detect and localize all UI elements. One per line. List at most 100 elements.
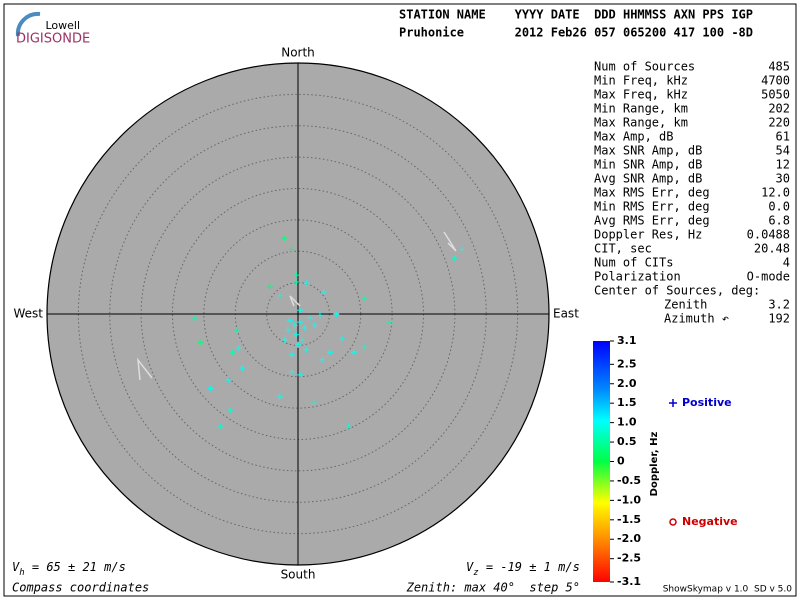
colorbar-tick-label: 1.5 bbox=[617, 396, 637, 409]
colorbar-tick-label: -1.5 bbox=[617, 513, 641, 526]
stat-label: Max Freq, kHz bbox=[594, 88, 688, 102]
stat-label: Avg SNR Amp, dB bbox=[594, 172, 702, 186]
header-line: STATION NAME YYYY DATE DDD HHMMSS AXN PP… bbox=[399, 8, 753, 22]
stat-value: 30 bbox=[776, 172, 790, 186]
stat-label: Min SNR Amp, dB bbox=[594, 158, 702, 172]
source-point bbox=[345, 422, 352, 429]
source-point bbox=[281, 336, 288, 343]
colorbar: 3.1 2.5 2.0 1.5 1.0 0.5 0 -0.5 -1.0 -1.5 -2.0 -2.5 -… bbox=[593, 334, 738, 588]
stat-label: Avg RMS Err, deg bbox=[594, 214, 710, 228]
direction-label: South bbox=[281, 568, 316, 582]
source-point bbox=[234, 327, 241, 334]
stat-label: Doppler Res, Hz bbox=[594, 228, 702, 242]
direction-label: East bbox=[553, 307, 579, 321]
stat-label: Zenith bbox=[664, 298, 707, 312]
source-point bbox=[296, 371, 303, 378]
source-point bbox=[288, 351, 295, 358]
velocity-part: = -19 ± 1 m/s bbox=[479, 560, 580, 574]
velocity-arrow bbox=[443, 231, 457, 252]
velocity-part: V bbox=[466, 560, 474, 574]
stat-label: Azimuth ↶ bbox=[664, 312, 729, 326]
stat-value: 485 bbox=[768, 60, 790, 74]
colorbar-tick-label: -2.0 bbox=[617, 532, 641, 545]
footer: Vh = 65 ± 21 m/s Vz = -19 ± 1 m/sCompass … bbox=[12, 560, 792, 595]
source-point bbox=[286, 317, 293, 324]
colorbar-tick-label: -1.0 bbox=[617, 493, 641, 506]
source-point bbox=[291, 322, 298, 329]
source-point bbox=[288, 246, 295, 253]
source-point bbox=[320, 289, 327, 296]
stat-label: Max RMS Err, deg bbox=[594, 186, 710, 200]
colorbar-label: Doppler, Hz bbox=[649, 432, 660, 497]
source-point bbox=[225, 376, 232, 383]
velocity-part: z bbox=[473, 568, 478, 578]
source-point bbox=[281, 235, 288, 242]
source-point bbox=[229, 349, 236, 356]
legend-marker bbox=[669, 399, 677, 407]
source-point bbox=[207, 385, 214, 392]
source-point bbox=[318, 356, 325, 363]
colorbar-tick-label: 3.1 bbox=[617, 334, 637, 347]
direction-label: West bbox=[13, 307, 43, 321]
source-point bbox=[192, 316, 199, 323]
source-point bbox=[266, 284, 273, 291]
stat-label: Min Freq, kHz bbox=[594, 74, 688, 88]
velocity-part: V bbox=[12, 560, 20, 574]
stat-value: 0.0488 bbox=[747, 228, 790, 242]
stat-value: 3.2 bbox=[768, 298, 790, 312]
stat-value: 61 bbox=[776, 130, 790, 144]
source-point bbox=[236, 344, 243, 351]
colorbar-tick-label: 2.5 bbox=[617, 357, 637, 370]
source-point bbox=[360, 295, 367, 302]
stats-table: Num of Sources 485 Min Freq, kHz 4700 Max Fr… bbox=[594, 60, 790, 326]
footer-text: Compass coordinates bbox=[12, 581, 149, 595]
logo-arc bbox=[15, 11, 41, 37]
stat-value: 4 bbox=[783, 256, 790, 270]
source-point bbox=[239, 364, 246, 371]
colorbar-tick-label: 0 bbox=[617, 455, 625, 468]
stat-label: Max Range, km bbox=[594, 116, 688, 130]
stat-label: Center of Sources, deg: bbox=[594, 284, 760, 298]
source-point bbox=[293, 331, 300, 338]
source-point bbox=[197, 339, 204, 346]
stat-label: Polarization bbox=[594, 270, 681, 284]
logo-bottom: DIGISONDE bbox=[16, 32, 90, 47]
source-point bbox=[288, 368, 295, 375]
legend-entry: Positive bbox=[682, 396, 732, 409]
colorbar-tick-label: 0.5 bbox=[617, 435, 637, 448]
source-point bbox=[311, 322, 318, 329]
source-point bbox=[310, 400, 317, 407]
source-point bbox=[276, 292, 283, 299]
colorbar-tick-label: -0.5 bbox=[617, 474, 641, 487]
velocity-text: Vz = -19 ± 1 m/s bbox=[466, 560, 580, 578]
colorbar-tick-label: -3.1 bbox=[617, 575, 641, 588]
stat-value: 220 bbox=[768, 116, 790, 130]
colorbar-tick-label: 1.0 bbox=[617, 416, 637, 429]
source-point bbox=[451, 255, 458, 262]
source-point bbox=[227, 407, 234, 414]
stat-value: 4700 bbox=[761, 74, 790, 88]
legend-entry: Negative bbox=[682, 515, 738, 528]
stat-label: Num of CITs bbox=[594, 256, 673, 270]
source-point bbox=[306, 314, 313, 321]
source-point bbox=[295, 341, 301, 348]
colorbar-bar bbox=[593, 341, 610, 582]
velocity-arrow bbox=[136, 357, 153, 381]
source-point bbox=[303, 280, 310, 287]
stat-label: Num of Sources bbox=[594, 60, 695, 74]
source-point bbox=[360, 344, 367, 351]
legend-marker bbox=[669, 518, 677, 526]
source-point bbox=[386, 319, 393, 326]
source-point bbox=[458, 246, 465, 253]
source-point bbox=[276, 393, 283, 400]
stat-value: 54 bbox=[776, 144, 790, 158]
source-point bbox=[316, 312, 323, 319]
source-point bbox=[293, 272, 300, 279]
colorbar-tick-label: 2.0 bbox=[617, 377, 637, 390]
source-point bbox=[333, 311, 340, 317]
stat-label: CIT, sec bbox=[594, 242, 652, 256]
source-point bbox=[338, 336, 345, 343]
source-point bbox=[303, 346, 310, 353]
header-line: Pruhonice 2012 Feb26 057 065200 417 100 … bbox=[399, 26, 753, 40]
